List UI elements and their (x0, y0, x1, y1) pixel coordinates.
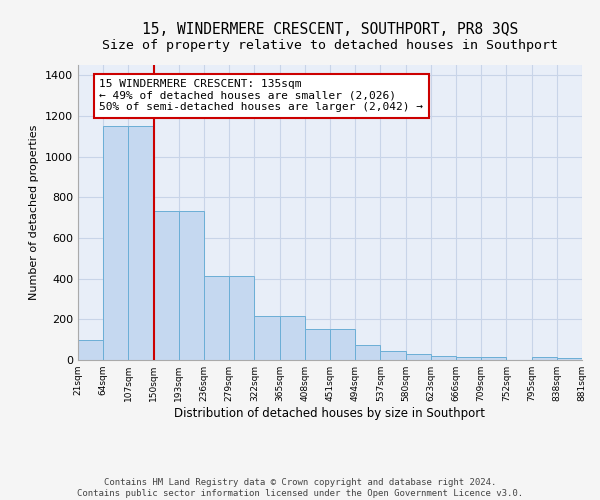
Bar (229, 276, 254, 360)
Bar (481, 357, 506, 360)
Bar (532, 357, 557, 360)
Text: Size of property relative to detached houses in Southport: Size of property relative to detached ho… (102, 39, 558, 52)
Bar (355, 344, 380, 360)
Text: Contains HM Land Registry data © Crown copyright and database right 2024.
Contai: Contains HM Land Registry data © Crown c… (77, 478, 523, 498)
Bar (456, 357, 481, 360)
Bar (154, 212, 179, 360)
Bar (431, 356, 456, 360)
Bar (103, 126, 128, 360)
Bar (330, 330, 355, 360)
Text: 15 WINDERMERE CRESCENT: 135sqm
← 49% of detached houses are smaller (2,026)
50% : 15 WINDERMERE CRESCENT: 135sqm ← 49% of … (100, 79, 424, 112)
Bar (557, 358, 582, 360)
Bar (179, 212, 204, 360)
Bar (128, 126, 154, 360)
Y-axis label: Number of detached properties: Number of detached properties (29, 125, 40, 300)
Bar (280, 316, 305, 360)
Bar (78, 340, 103, 360)
X-axis label: Distribution of detached houses by size in Southport: Distribution of detached houses by size … (175, 407, 485, 420)
Bar (380, 351, 406, 360)
Text: 15, WINDERMERE CRESCENT, SOUTHPORT, PR8 3QS: 15, WINDERMERE CRESCENT, SOUTHPORT, PR8 … (142, 22, 518, 38)
Bar (406, 354, 431, 360)
Bar (305, 330, 330, 360)
Bar (254, 316, 280, 360)
Bar (204, 276, 229, 360)
